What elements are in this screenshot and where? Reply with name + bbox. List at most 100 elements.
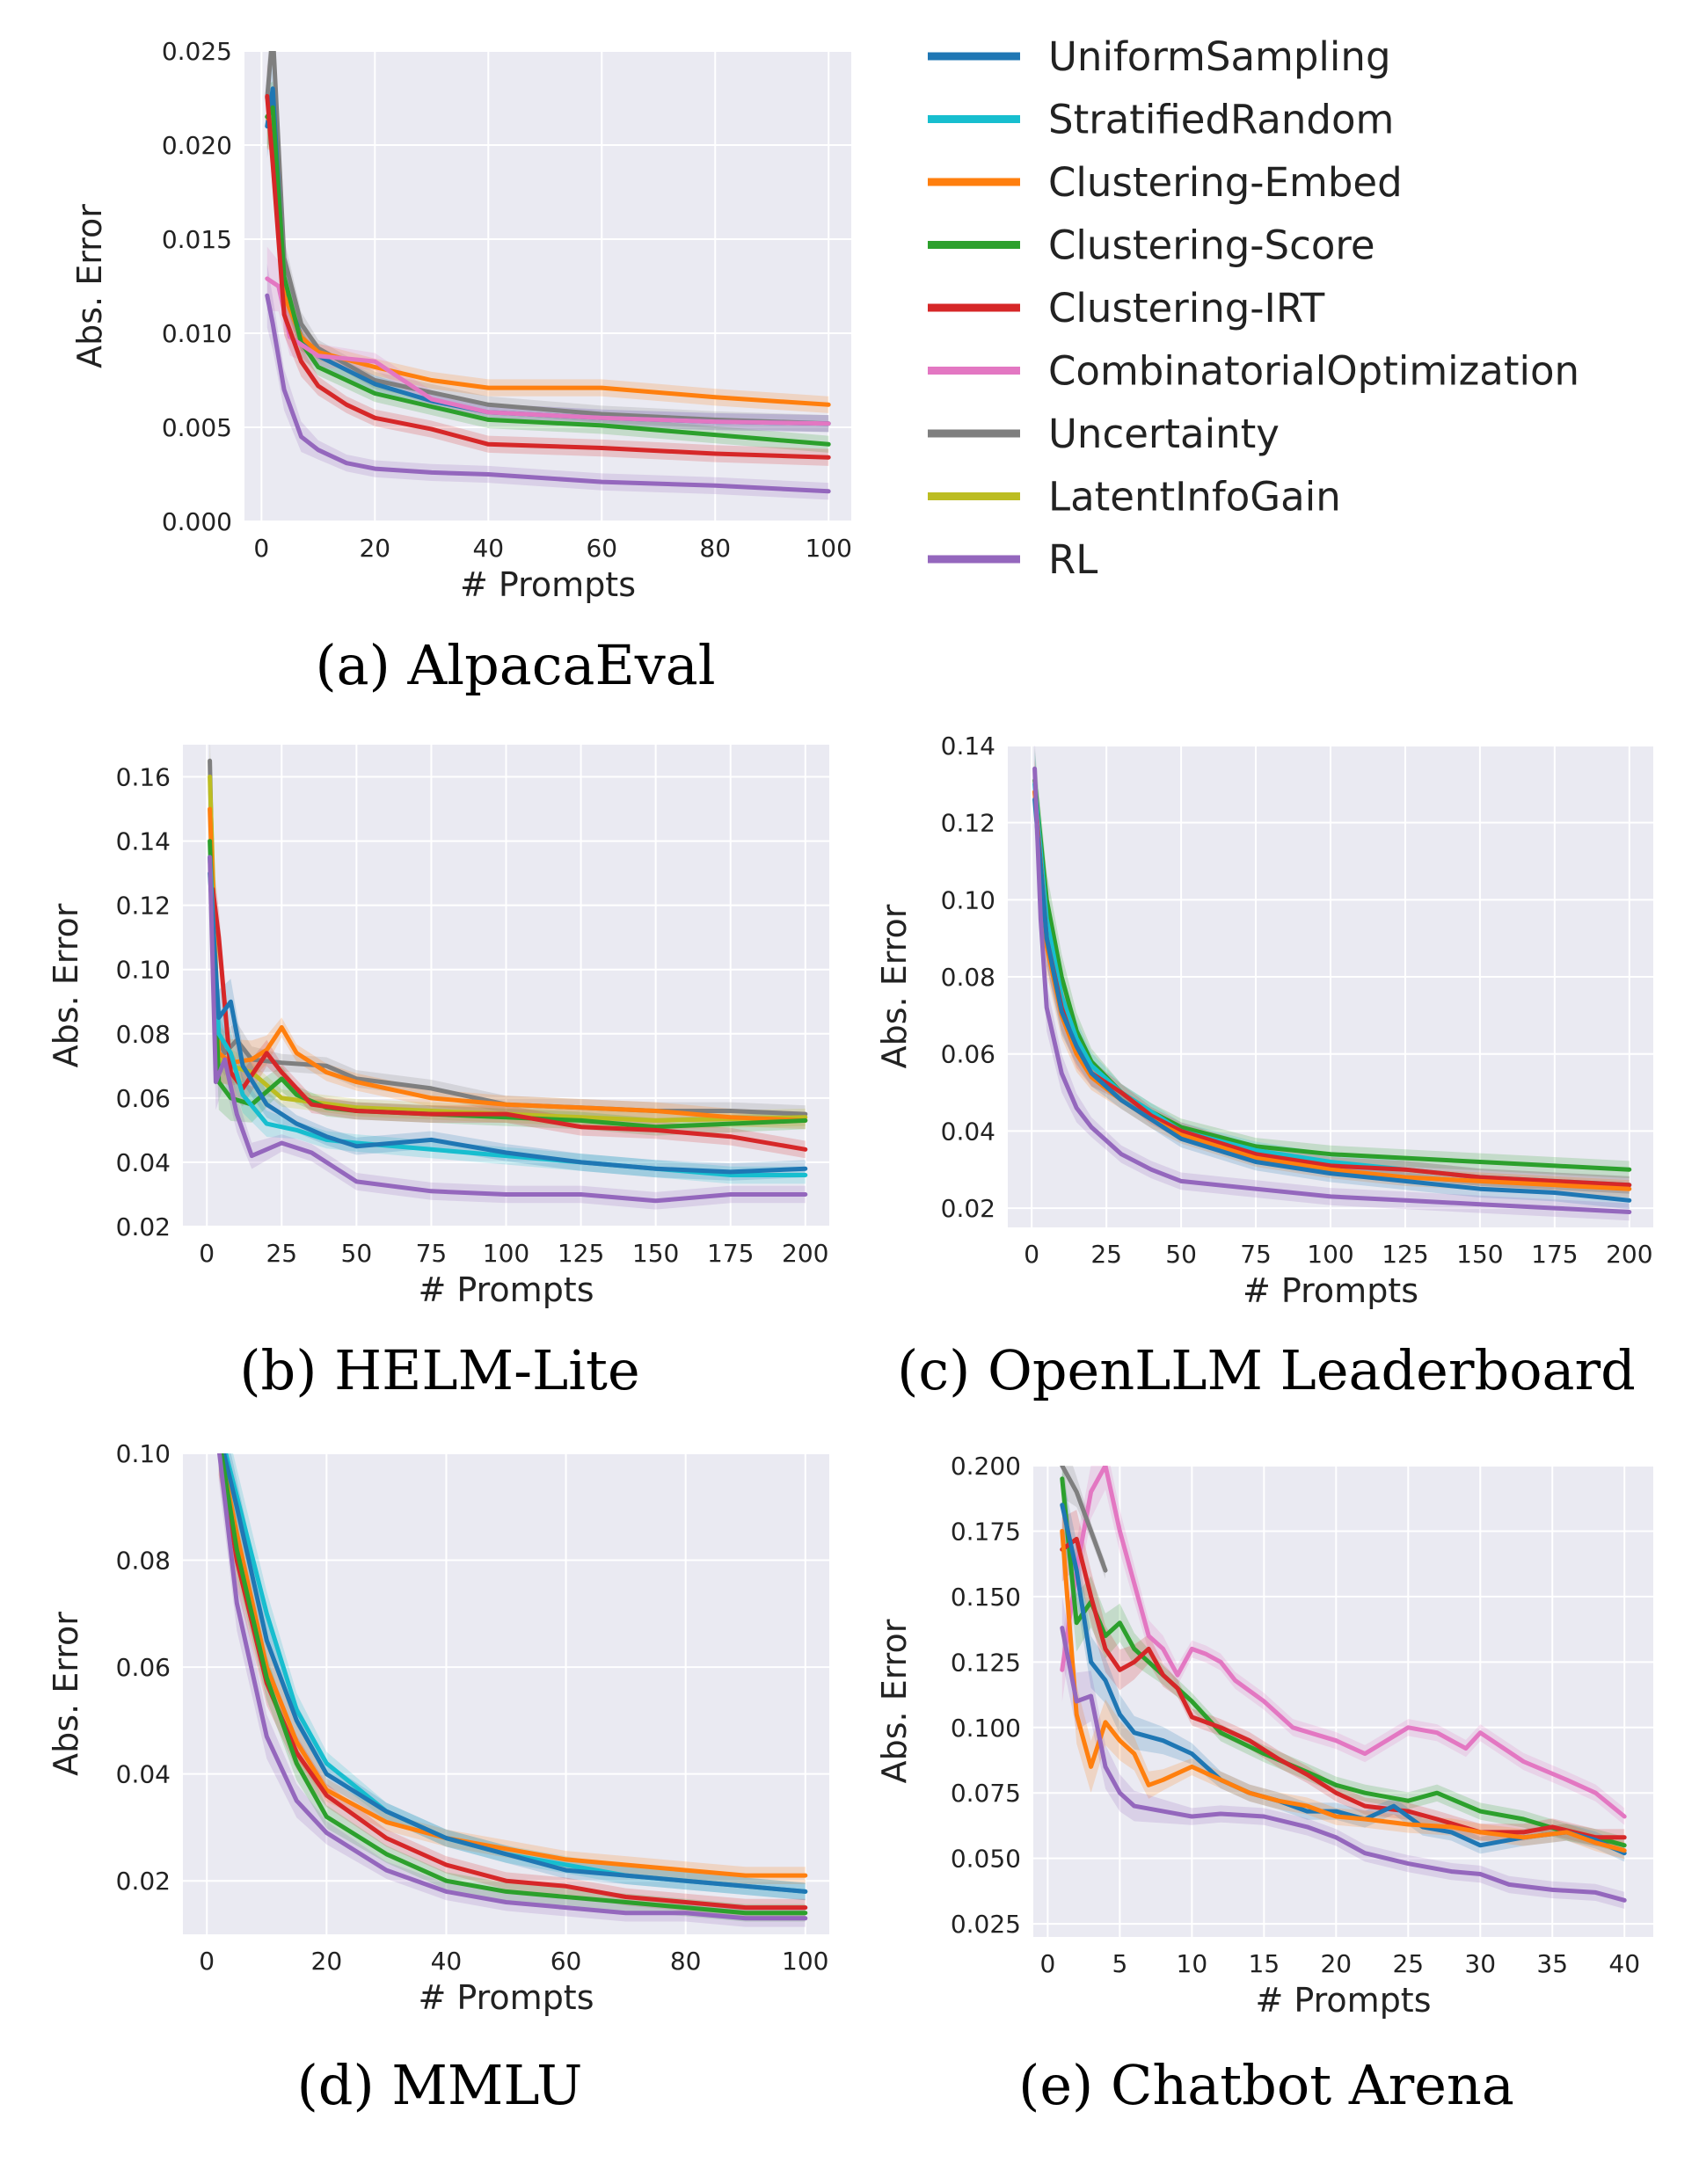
x-tick-label: 0 (1039, 1949, 1055, 1978)
x-tick-label: 20 (311, 1947, 343, 1976)
legend-item-combinatorialoptimization: CombinatorialOptimization (928, 348, 1579, 395)
band-clustering-score (209, 808, 806, 1136)
y-tick-label: 0.000 (162, 507, 232, 536)
y-axis-label: Abs. Error (70, 204, 109, 368)
series-line-uniformsampling (208, 870, 808, 1175)
y-tick-label: 0.020 (162, 131, 232, 160)
y-tick-label: 0.08 (941, 963, 995, 992)
y-axis-label: Abs. Error (875, 904, 914, 1068)
x-axis-label: # Prompts (1255, 1981, 1431, 2020)
x-tick-label: 15 (1249, 1949, 1280, 1978)
x-tick-label: 40 (472, 534, 504, 563)
legend-label: Clustering-Embed (1048, 159, 1403, 206)
y-tick-label: 0.200 (951, 1452, 1021, 1481)
x-tick-label: 50 (341, 1239, 373, 1268)
y-tick-label: 0.12 (941, 809, 995, 838)
series-line-clustering-score (219, 1453, 808, 1916)
caption-helm-lite: (b) HELM-Lite (239, 1338, 639, 1402)
y-tick-label: 0.04 (116, 1148, 171, 1177)
series-line-uniformsampling (1060, 1503, 1627, 1856)
legend: UniformSampling StratifiedRandom Clusterin… (928, 33, 1579, 583)
y-tick-label: 0.02 (941, 1194, 995, 1223)
y-tick-label: 0.14 (116, 827, 171, 856)
x-tick-label: 100 (805, 534, 851, 563)
chart-alpacaeval: 0 20 40 60 80 100 0.000 0.005 0.010 0.015 0.020 0.0… (70, 37, 852, 697)
series-layer-helm-lite (208, 745, 808, 1210)
legend-item-uniformsampling: UniformSampling (928, 33, 1391, 80)
caption-tag: (e) (1018, 2053, 1111, 2117)
y-tick-label: 0.025 (162, 37, 232, 66)
x-tick-label: 175 (1531, 1240, 1578, 1269)
legend-label: UniformSampling (1048, 33, 1391, 80)
x-tick-label: 25 (1090, 1240, 1122, 1269)
caption-openllm-leaderboard: (c) OpenLLM Leaderboard (897, 1338, 1636, 1402)
y-tick-label: 0.08 (116, 1547, 171, 1576)
x-tick-label: 80 (670, 1947, 702, 1976)
x-tick-label: 100 (1307, 1240, 1353, 1269)
y-tick-label: 0.08 (116, 1020, 171, 1049)
chart-openllm-leaderboard: 0 25 50 75 100 125 150 175 200 0.02 0.04 0.06 0.08 0.… (875, 732, 1653, 1402)
x-tick-label: 30 (1464, 1949, 1496, 1978)
series-line-clustering-score (1060, 1476, 1627, 1848)
x-tick-label: 0 (253, 534, 269, 563)
legend-label: RL (1048, 536, 1097, 583)
series-line-rl (1060, 1626, 1627, 1903)
band-clustering-embed (1061, 1499, 1625, 1860)
x-tick-label: 75 (1240, 1240, 1272, 1269)
x-tick-label: 200 (1606, 1240, 1652, 1269)
band-rl (1061, 1596, 1625, 1909)
x-tick-label: 60 (586, 534, 617, 563)
x-tick-label: 0 (199, 1239, 215, 1268)
y-tick-label: 0.06 (116, 1653, 171, 1682)
chart-chatbot-arena: 0 5 10 15 20 25 30 35 40 0.025 0.050 0.075 0.100 0.12… (875, 1452, 1653, 2117)
series-line-clustering-embed (1060, 1528, 1627, 1853)
caption-title: AlpacaEval (407, 633, 716, 697)
series-line-rl (216, 1453, 808, 1921)
x-tick-label: 40 (431, 1947, 463, 1976)
series-line-clustering-score (265, 105, 831, 447)
series-layer-alpacaeval (265, 51, 831, 500)
caption-title: MMLU (391, 2053, 582, 2117)
y-axis-label: Abs. Error (47, 903, 85, 1067)
y-tick-label: 0.100 (951, 1714, 1021, 1743)
x-tick-label: 125 (1382, 1240, 1428, 1269)
y-tick-label: 0.125 (951, 1648, 1021, 1677)
x-tick-label: 25 (266, 1239, 297, 1268)
series-line-uniformsampling (222, 1453, 808, 1894)
legend-item-latentinfogain: LatentInfoGain (928, 474, 1341, 521)
y-tick-label: 0.02 (116, 1867, 171, 1896)
series-line-uncertainty (1060, 1466, 1108, 1573)
x-tick-label: 60 (551, 1947, 582, 1976)
y-tick-label: 0.050 (951, 1845, 1021, 1874)
x-tick-label: 0 (1024, 1240, 1039, 1269)
caption-tag: (c) (897, 1338, 988, 1402)
caption-title: OpenLLM Leaderboard (988, 1338, 1636, 1402)
series-line-rl (265, 293, 831, 494)
x-tick-label: 20 (359, 534, 390, 563)
series-layer-chatbot-arena (1060, 1466, 1627, 1909)
y-tick-label: 0.04 (116, 1760, 171, 1789)
y-tick-label: 0.06 (116, 1084, 171, 1113)
x-axis-label: # Prompts (418, 1270, 594, 1309)
legend-item-clustering-irt: Clustering-IRT (928, 285, 1325, 331)
band-clustering-irt (1061, 1510, 1625, 1846)
y-tick-label: 0.04 (941, 1117, 995, 1146)
legend-label: StratifiedRandom (1048, 97, 1394, 143)
x-tick-label: 150 (1456, 1240, 1503, 1269)
caption-tag: (b) (239, 1338, 334, 1402)
series-layer-mmlu (216, 1453, 808, 1927)
y-tick-label: 0.06 (941, 1040, 995, 1069)
legend-item-uncertainty: Uncertainty (928, 411, 1280, 457)
series-line-clustering-irt (210, 886, 808, 1152)
legend-label: Clustering-IRT (1048, 285, 1325, 331)
y-tick-label: 0.010 (162, 319, 232, 348)
x-tick-label: 100 (483, 1239, 529, 1268)
x-tick-label: 50 (1165, 1240, 1197, 1269)
legend-item-clustering-score: Clustering-Score (928, 222, 1375, 269)
series-line-uncertainty (265, 51, 831, 426)
y-tick-label: 0.10 (116, 956, 171, 985)
x-tick-label: 150 (632, 1239, 679, 1268)
legend-label: CombinatorialOptimization (1048, 348, 1579, 395)
legend-item-stratifiedrandom: StratifiedRandom (928, 97, 1394, 143)
plot-area-alpacaeval (244, 51, 851, 521)
